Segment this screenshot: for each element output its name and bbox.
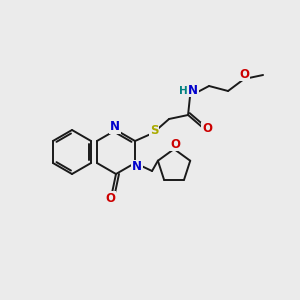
Text: O: O (170, 137, 180, 151)
Text: N: N (188, 83, 198, 97)
Text: O: O (239, 68, 249, 80)
Text: O: O (202, 122, 212, 136)
Text: N: N (132, 160, 142, 173)
Text: H: H (179, 86, 188, 96)
Text: N: N (110, 121, 120, 134)
Text: S: S (150, 124, 158, 136)
Text: O: O (105, 191, 115, 205)
